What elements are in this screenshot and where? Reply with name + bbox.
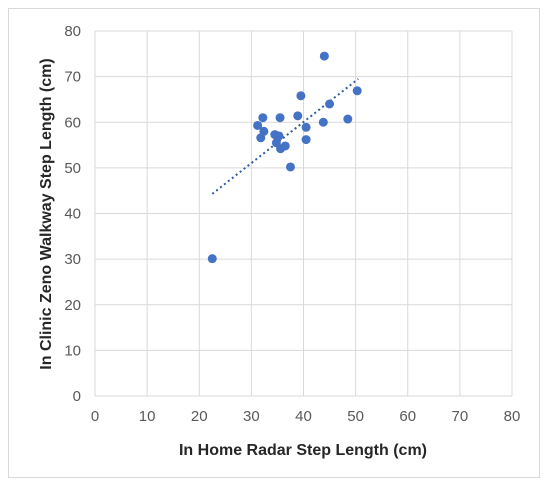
y-tick-label: 20 xyxy=(64,297,81,314)
data-point xyxy=(301,122,311,132)
trendline xyxy=(211,78,359,195)
x-tick-label: 40 xyxy=(295,408,312,425)
y-axis-title: In Clinic Zeno Walkway Step Length (cm) xyxy=(38,58,55,369)
y-tick-label: 40 xyxy=(64,206,81,223)
x-tick-label: 70 xyxy=(452,408,469,425)
x-tick-label: 20 xyxy=(191,408,208,425)
data-point xyxy=(207,254,217,264)
data-point xyxy=(280,141,290,151)
data-point xyxy=(319,51,329,61)
data-point xyxy=(253,120,263,130)
data-point xyxy=(301,135,311,145)
tick-labels: 0 10 20 30 40 50 60 70 80 0 10 20 30 40 50 60 70 80 xyxy=(64,23,520,425)
y-tick-label: 60 xyxy=(64,114,81,131)
data-points xyxy=(207,51,362,264)
chart-area xyxy=(8,8,540,478)
data-point xyxy=(296,91,306,101)
axes xyxy=(94,31,512,397)
data-point xyxy=(293,111,303,121)
x-tick-label: 60 xyxy=(399,408,416,425)
x-tick-label: 30 xyxy=(243,408,260,425)
y-tick-label: 0 xyxy=(73,388,81,405)
x-tick-label: 0 xyxy=(91,408,99,425)
y-tick-label: 10 xyxy=(64,342,81,359)
y-tick-label: 30 xyxy=(64,251,81,268)
x-tick-label: 80 xyxy=(504,408,521,425)
data-point xyxy=(259,126,269,136)
gridlines xyxy=(95,30,513,396)
x-axis-title: In Home Radar Step Length (cm) xyxy=(179,442,427,459)
x-tick-label: 50 xyxy=(347,408,364,425)
y-tick-label: 50 xyxy=(64,160,81,177)
data-point xyxy=(325,99,335,109)
data-point xyxy=(352,86,362,96)
data-point xyxy=(274,131,284,141)
trendline-layer xyxy=(211,78,359,195)
data-point xyxy=(318,117,328,127)
data-point xyxy=(258,113,268,123)
data-point xyxy=(343,114,353,124)
data-point xyxy=(275,113,285,123)
y-tick-label: 70 xyxy=(64,69,81,86)
y-tick-label: 80 xyxy=(64,23,81,40)
x-tick-label: 10 xyxy=(139,408,156,425)
data-point xyxy=(285,162,295,172)
